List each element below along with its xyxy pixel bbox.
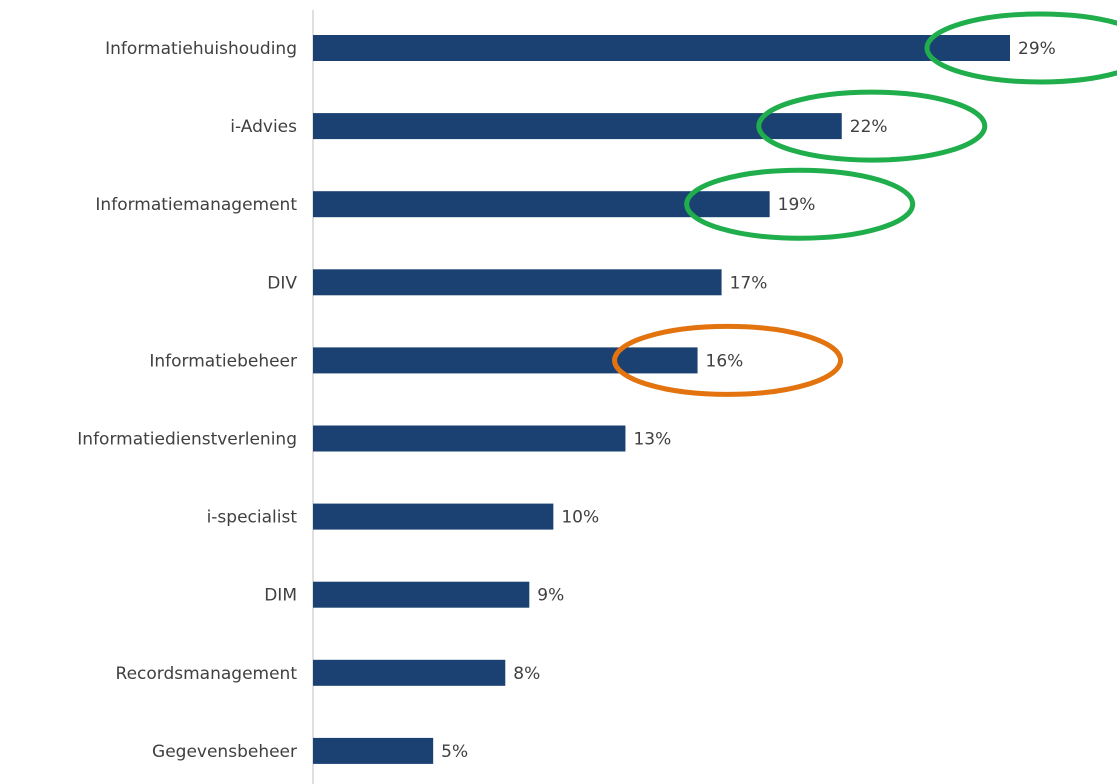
category-label: Informatiedienstverlening <box>77 430 297 450</box>
highlight-ellipse <box>684 167 916 241</box>
value-label: 13% <box>633 430 671 450</box>
category-label: Informatiebeheer <box>149 351 297 371</box>
category-label: DIV <box>267 273 297 293</box>
value-label: 22% <box>850 117 888 137</box>
value-label: 5% <box>441 742 468 762</box>
bar <box>313 581 530 608</box>
bar <box>313 191 770 218</box>
value-label: 10% <box>561 508 599 528</box>
bar <box>313 113 842 140</box>
bar <box>313 737 434 764</box>
category-label: i-specialist <box>207 508 298 528</box>
bar <box>313 269 722 296</box>
bar <box>313 659 506 686</box>
value-label: 8% <box>513 664 540 684</box>
highlight-ellipse <box>756 89 988 163</box>
bar <box>313 35 1010 61</box>
value-label: 17% <box>730 273 768 293</box>
category-label: Informatiemanagement <box>95 195 297 215</box>
value-label: 29% <box>1018 39 1056 59</box>
highlight-ellipse <box>924 11 1117 85</box>
highlight-ellipse <box>612 323 844 397</box>
category-label: Informatiehuishouding <box>105 39 297 59</box>
value-label: 19% <box>778 195 816 215</box>
category-label: DIM <box>264 586 297 606</box>
value-label: 16% <box>706 351 744 371</box>
category-label: i-Advies <box>230 117 297 137</box>
category-label: Gegevensbeheer <box>152 742 297 762</box>
bar <box>313 425 626 452</box>
value-label: 9% <box>537 586 564 606</box>
bar <box>313 347 698 374</box>
bar <box>313 503 554 530</box>
category-label: Recordsmanagement <box>116 664 298 684</box>
